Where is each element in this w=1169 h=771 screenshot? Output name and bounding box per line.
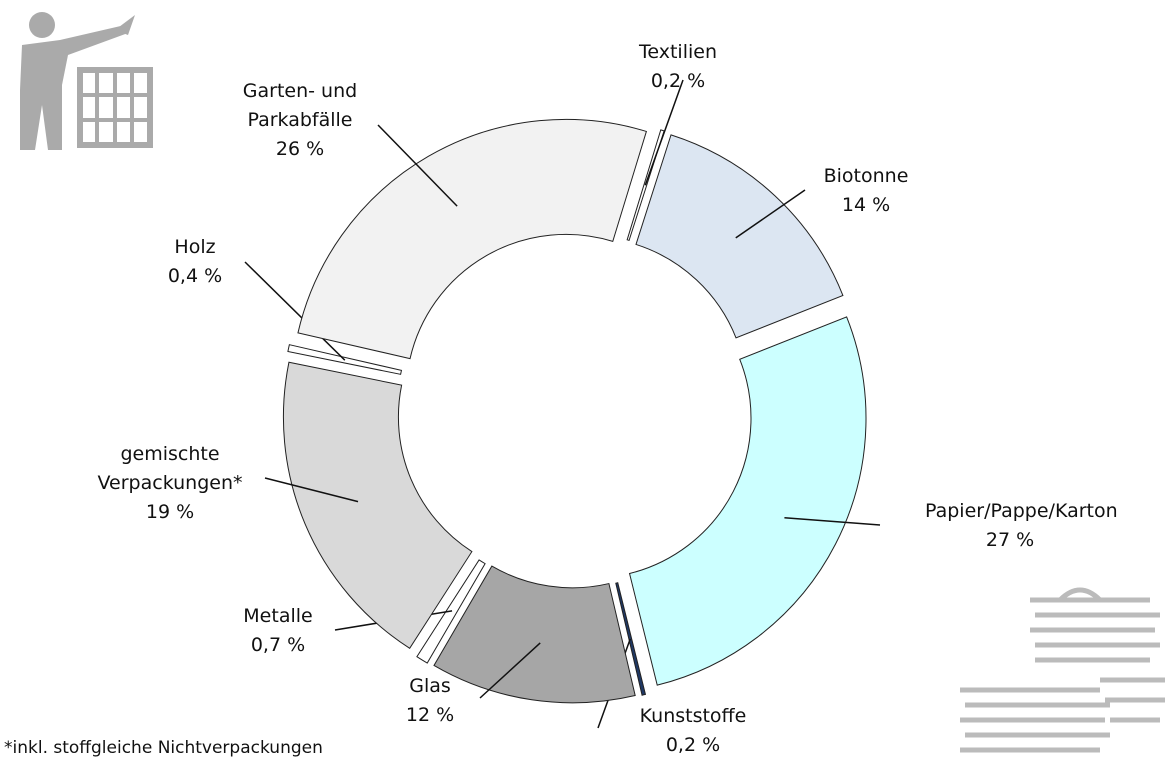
value-label: 12 % xyxy=(405,704,455,726)
value-label: 0,4 % xyxy=(167,265,223,287)
category-label: Glas xyxy=(409,675,451,697)
category-label: gemischte Verpackungen* xyxy=(97,443,243,494)
segment-label: gemischte Verpackungen* 19 % xyxy=(85,440,255,527)
segment-label: Textilien 0,2 % xyxy=(528,38,828,96)
leader-line xyxy=(377,124,458,207)
donut-segment xyxy=(635,134,844,339)
segment-label: Holz 0,4 % xyxy=(45,233,345,291)
value-label: 27 % xyxy=(985,529,1035,551)
leader-line xyxy=(735,189,806,239)
leader-line xyxy=(784,516,881,526)
value-label: 19 % xyxy=(145,501,195,523)
segment-label: Papier/Pappe/Karton 27 % xyxy=(925,497,1118,555)
category-label: Garten- und Parkabfälle xyxy=(242,80,358,131)
value-label: 14 % xyxy=(841,194,891,216)
segment-label: Biotonne 14 % xyxy=(716,162,1016,220)
donut-segment xyxy=(282,361,473,650)
donut-segment xyxy=(615,582,647,696)
segment-label: Metalle 0,7 % xyxy=(128,602,428,660)
value-label: 0,7 % xyxy=(250,634,306,656)
value-label: 0,2 % xyxy=(650,70,706,92)
leader-line xyxy=(264,477,359,503)
category-label: Textilien xyxy=(639,41,717,63)
category-label: Papier/Pappe/Karton xyxy=(925,500,1118,522)
donut-segment xyxy=(433,565,636,704)
segment-label: Kunststoffe 0,2 % xyxy=(543,702,843,760)
leader-line xyxy=(644,79,684,186)
category-label: Kunststoffe xyxy=(639,705,747,727)
segment-label: Glas 12 % xyxy=(280,672,580,730)
paper-icon xyxy=(960,587,1165,753)
leader-line xyxy=(479,642,541,699)
donut-segment xyxy=(628,316,867,686)
category-label: Biotonne xyxy=(823,165,909,187)
category-label: Metalle xyxy=(243,605,313,627)
segment-label: Garten- und Parkabfälle 26 % xyxy=(215,77,385,164)
trash-icon xyxy=(20,12,153,150)
footnote: *inkl. stoffgleiche Nichtverpackungen xyxy=(4,738,323,758)
donut-segment xyxy=(297,118,648,360)
value-label: 26 % xyxy=(275,138,325,160)
value-label: 0,2 % xyxy=(665,734,721,756)
leader-line xyxy=(244,261,346,361)
category-label: Holz xyxy=(174,236,216,258)
